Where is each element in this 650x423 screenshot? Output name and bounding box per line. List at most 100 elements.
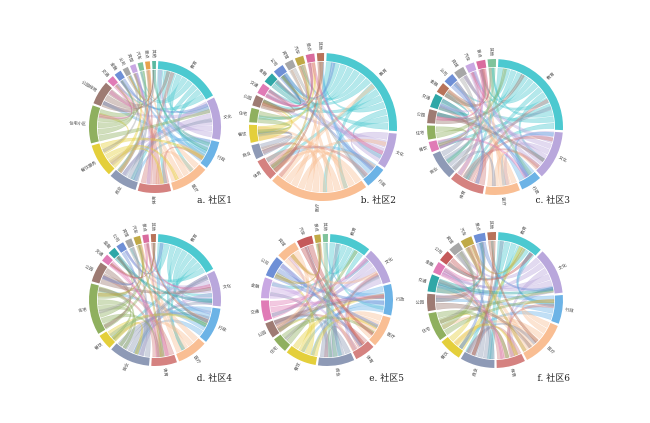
chord-ribbon (453, 323, 519, 356)
segment-arc (171, 164, 206, 191)
segment-label: 其他 (488, 48, 495, 58)
chord-ribbon (111, 260, 160, 358)
segment-label: 金融 (250, 282, 260, 291)
segment-arc (93, 82, 112, 107)
segment-label: 商业 (470, 367, 479, 377)
segment-arc (314, 234, 322, 244)
segment-arc (551, 294, 563, 324)
segment-label: 文化 (222, 282, 232, 291)
chord-ribbon (463, 75, 554, 144)
segment-label: 公园 (416, 111, 425, 118)
chord-ribbon (280, 65, 309, 100)
chord-ribbon (451, 150, 496, 187)
segment-label: 餐饮服务 (79, 159, 98, 174)
segment-label: 医疗 (313, 204, 321, 213)
chord-ribbon (117, 255, 207, 328)
segment-arc (441, 337, 464, 358)
chord-ribbon (100, 137, 204, 160)
segment-label: 教育 (519, 225, 529, 235)
segment-label: 体育 (252, 169, 263, 180)
segment-arc (107, 76, 118, 87)
segment-arc (316, 53, 325, 62)
chord-ribbon (488, 240, 539, 343)
chord-ribbon (435, 302, 533, 349)
panel-caption: c. 社区3 (536, 194, 571, 206)
segment-arc (200, 140, 220, 168)
segment-arc (274, 334, 291, 351)
segment-arc (133, 235, 142, 246)
segment-arc (257, 157, 277, 179)
segment-label: 餐饮 (292, 361, 302, 372)
chord-ribbon (325, 242, 338, 357)
segment-label: 景点 (313, 223, 320, 232)
chord-ribbon (117, 312, 210, 347)
chord-ribbon (458, 242, 486, 350)
segment-arc (199, 307, 221, 342)
chord-ribbon (444, 299, 555, 335)
chord-ribbon (284, 257, 356, 352)
segment-label: 其他 (150, 223, 157, 232)
segment-arc (497, 232, 541, 256)
segment-label: 交通 (249, 79, 260, 90)
segment-label: 住宅 (238, 109, 247, 116)
chord-ribbon (104, 144, 179, 181)
segment-arc (114, 70, 125, 82)
segment-label: 公司 (439, 67, 448, 77)
segment-arc (152, 61, 156, 70)
segment-arc (460, 236, 475, 249)
segment-arc (428, 311, 447, 341)
ribbon-group (435, 67, 555, 187)
segment-label: 金融 (102, 239, 113, 251)
segment-label: 住宅小区 (69, 119, 86, 127)
segment-label: 其他 (488, 221, 495, 231)
segment-label: 金融 (429, 77, 441, 88)
segment-arc (125, 238, 135, 249)
segment-arc (454, 66, 467, 80)
segment-arc (206, 97, 221, 140)
segment-arc (317, 352, 355, 367)
segment-arc (294, 55, 306, 66)
segment-label: 体育 (457, 189, 467, 200)
chord-ribbon (110, 242, 156, 279)
segment-arc (89, 283, 106, 334)
segment-label: 商业 (428, 165, 439, 176)
segment-arc (369, 315, 391, 346)
segment-label: 行政 (396, 296, 405, 303)
panel-caption: e. 社区5 (369, 372, 404, 384)
segment-label: 景点 (143, 50, 150, 59)
segment-arc (378, 132, 397, 168)
segment-label: 宾馆 (450, 58, 460, 69)
segment-arc (91, 262, 108, 284)
segment-label: 交通 (100, 67, 111, 78)
segment-label: 公园 (242, 93, 252, 102)
segment-arc (518, 171, 541, 190)
segment-arc (439, 251, 454, 265)
segment-arc (145, 61, 151, 70)
segment-arc (427, 293, 436, 312)
segment-arc (536, 251, 563, 294)
ribbon-group (257, 61, 389, 193)
segment-arc (116, 242, 127, 253)
chord-ribbon (98, 246, 140, 314)
segment-arc (523, 322, 558, 360)
segment-arc (487, 59, 497, 68)
segment-arc (352, 341, 374, 360)
segment-label: 宾馆 (126, 53, 135, 63)
segment-arc (137, 62, 145, 72)
segment-arc (322, 234, 328, 243)
segment-arc (261, 300, 273, 322)
segment-label: 医疗 (190, 183, 200, 194)
chord-ribbon (307, 244, 374, 336)
chord-ribbon (274, 243, 322, 285)
segment-label: 交通 (421, 92, 432, 102)
segment-arc (432, 261, 446, 276)
segment-label: 汽车 (135, 51, 144, 61)
chord-ribbon (521, 298, 555, 334)
chord-ribbon (471, 240, 496, 356)
segment-arc (432, 151, 455, 178)
ribbon-group (435, 240, 555, 360)
chord-ribbon (108, 147, 165, 184)
